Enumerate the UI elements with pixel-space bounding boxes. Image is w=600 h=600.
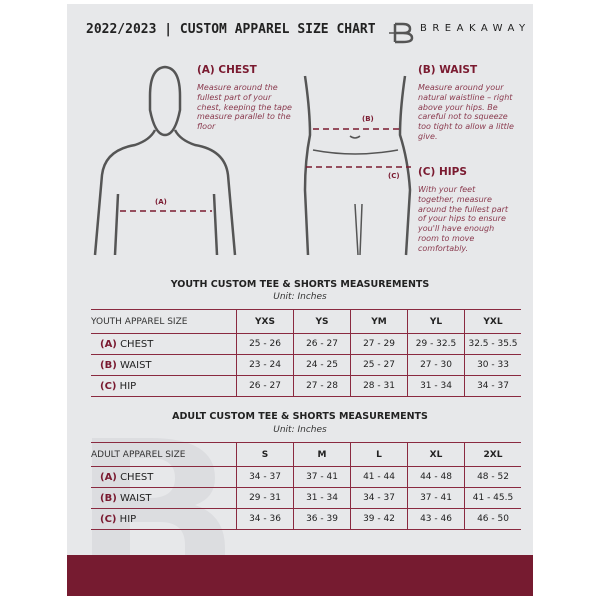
row-label: WAIST bbox=[119, 492, 152, 504]
cell: 30 - 33 bbox=[464, 354, 521, 376]
row-letter: (A) bbox=[100, 338, 117, 350]
header-label: ADULT APPAREL SIZE bbox=[91, 442, 237, 467]
cell: 27 - 28 bbox=[293, 375, 351, 397]
cell: 29 - 32.5 bbox=[407, 333, 465, 355]
table-row: (A) CHEST 25 - 26 26 - 27 27 - 29 29 - 32.5 3… bbox=[91, 333, 521, 355]
row-label: HIP bbox=[119, 513, 137, 525]
brand-logo-icon bbox=[389, 22, 414, 44]
cell: 37 - 41 bbox=[407, 487, 465, 509]
cell: 27 - 29 bbox=[350, 333, 408, 355]
cell: 37 - 41 bbox=[293, 466, 351, 488]
youth-unit: Unit: Inches bbox=[273, 292, 327, 302]
adult-table-title: ADULT CUSTOM TEE & SHORTS MEASUREMENTS bbox=[172, 411, 428, 422]
size-header: YXL bbox=[464, 309, 521, 334]
cell: 25 - 26 bbox=[236, 333, 294, 355]
cell: 34 - 36 bbox=[236, 508, 294, 530]
cell: 46 - 50 bbox=[464, 508, 521, 530]
table-row: (C) HIP 34 - 36 36 - 39 39 - 42 43 - 46 46 - … bbox=[91, 508, 521, 530]
cell: 25 - 27 bbox=[350, 354, 408, 376]
size-header: M bbox=[293, 442, 351, 467]
cell: 32.5 - 35.5 bbox=[464, 333, 521, 355]
cell: 43 - 46 bbox=[407, 508, 465, 530]
size-header: YXS bbox=[236, 309, 294, 334]
cell: 34 - 37 bbox=[350, 487, 408, 509]
cell: 39 - 42 bbox=[350, 508, 408, 530]
cell: 41 - 44 bbox=[350, 466, 408, 488]
cell: 27 - 30 bbox=[407, 354, 465, 376]
cell: 31 - 34 bbox=[293, 487, 351, 509]
measure-lines bbox=[120, 128, 411, 212]
size-header: 2XL bbox=[464, 442, 521, 467]
size-header: XL bbox=[407, 442, 465, 467]
table-header-row: YOUTH APPAREL SIZE YXS YS YM YL YXL bbox=[91, 309, 521, 334]
size-header: S bbox=[236, 442, 294, 467]
size-header: YL bbox=[407, 309, 465, 334]
youth-size-table: YOUTH APPAREL SIZE YXS YS YM YL YXL (A) CHEST… bbox=[91, 309, 521, 397]
table-row: (A) CHEST 34 - 37 37 - 41 41 - 44 44 - 48 48 … bbox=[91, 466, 521, 488]
cell: 29 - 31 bbox=[236, 487, 294, 509]
row-letter: (C) bbox=[100, 380, 117, 392]
hips-marker: (C) bbox=[388, 172, 400, 180]
cell: 44 - 48 bbox=[407, 466, 465, 488]
row-letter: (B) bbox=[100, 492, 117, 504]
row-label: WAIST bbox=[119, 359, 152, 371]
cell: 24 - 25 bbox=[293, 354, 351, 376]
row-letter: (C) bbox=[100, 513, 117, 525]
hips-description: With your feet together, measure around … bbox=[418, 185, 509, 253]
lower-body-outline bbox=[303, 75, 412, 256]
hips-heading: (C) HIPS bbox=[418, 166, 467, 178]
cell: 28 - 31 bbox=[350, 375, 408, 397]
row-label: CHEST bbox=[120, 471, 154, 483]
waist-marker: (B) bbox=[362, 115, 374, 123]
youth-table-title: YOUTH CUSTOM TEE & SHORTS MEASUREMENTS bbox=[170, 279, 430, 290]
footer-band bbox=[67, 555, 533, 596]
brand-name: BREAKAWAY bbox=[420, 23, 531, 34]
table-row: (B) WAIST 23 - 24 24 - 25 25 - 27 27 - 30 30 … bbox=[91, 354, 521, 376]
row-letter: (B) bbox=[100, 359, 117, 371]
row-label: CHEST bbox=[120, 338, 154, 350]
cell: 23 - 24 bbox=[236, 354, 294, 376]
waist-description: Measure around your natural waistline – … bbox=[418, 83, 514, 141]
adult-unit: Unit: Inches bbox=[273, 425, 327, 435]
chest-heading: (A) CHEST bbox=[197, 64, 257, 76]
adult-size-table: ADULT APPAREL SIZE S M L XL 2XL (A) CHEST 34 -… bbox=[91, 442, 521, 530]
chest-marker: (A) bbox=[155, 198, 167, 206]
page-title: 2022/2023 | CUSTOM APPAREL SIZE CHART bbox=[86, 22, 376, 37]
row-label: HIP bbox=[119, 380, 137, 392]
cell: 48 - 52 bbox=[464, 466, 521, 488]
size-header: YM bbox=[350, 309, 408, 334]
cell: 36 - 39 bbox=[293, 508, 351, 530]
chest-description: Measure around the fullest part of your … bbox=[197, 83, 292, 132]
cell: 26 - 27 bbox=[293, 333, 351, 355]
table-header-row: ADULT APPAREL SIZE S M L XL 2XL bbox=[91, 442, 521, 467]
table-row: (B) WAIST 29 - 31 31 - 34 34 - 37 37 - 41 41 … bbox=[91, 487, 521, 509]
size-header: YS bbox=[293, 309, 351, 334]
cell: 34 - 37 bbox=[464, 375, 521, 397]
cell: 34 - 37 bbox=[236, 466, 294, 488]
row-letter: (A) bbox=[100, 471, 117, 483]
waist-heading: (B) WAIST bbox=[418, 64, 478, 76]
cell: 41 - 45.5 bbox=[464, 487, 521, 509]
cell: 26 - 27 bbox=[236, 375, 294, 397]
upper-body-outline bbox=[93, 65, 237, 256]
header-label: YOUTH APPAREL SIZE bbox=[91, 309, 237, 334]
size-header: L bbox=[350, 442, 408, 467]
table-row: (C) HIP 26 - 27 27 - 28 28 - 31 31 - 34 34 - … bbox=[91, 375, 521, 397]
cell: 31 - 34 bbox=[407, 375, 465, 397]
